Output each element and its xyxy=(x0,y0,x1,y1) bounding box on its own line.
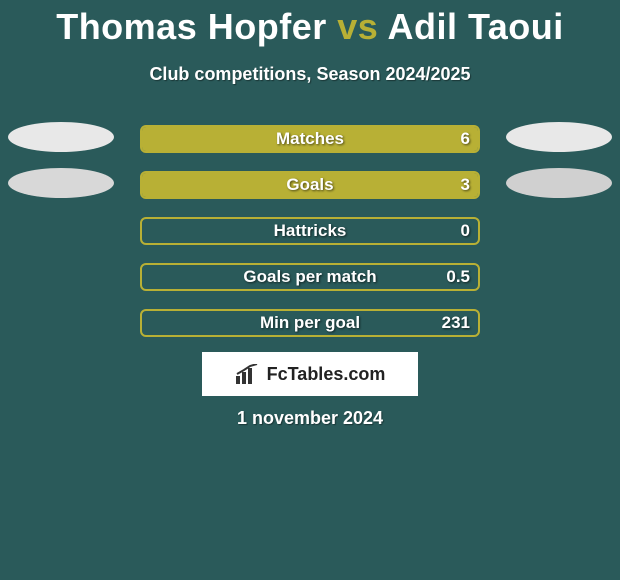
player1-name: Thomas Hopfer xyxy=(56,6,327,47)
comparison-infographic: Thomas Hopfer vs Adil Taoui Club competi… xyxy=(0,0,620,580)
chart-icon xyxy=(235,364,261,384)
page-title: Thomas Hopfer vs Adil Taoui xyxy=(0,0,620,48)
stat-bar xyxy=(140,125,480,153)
player2-name: Adil Taoui xyxy=(387,6,563,47)
subtitle: Club competitions, Season 2024/2025 xyxy=(0,64,620,85)
fctables-logo: FcTables.com xyxy=(202,352,418,396)
stat-row: Hattricks0 xyxy=(0,202,620,248)
stat-bar-fill xyxy=(142,173,478,197)
stat-bar xyxy=(140,217,480,245)
logo-text: FcTables.com xyxy=(267,364,386,385)
stat-row: Goals per match0.5 xyxy=(0,248,620,294)
stat-row: Min per goal231 xyxy=(0,294,620,340)
stat-bar xyxy=(140,309,480,337)
stat-bar xyxy=(140,263,480,291)
stat-row: Matches6 xyxy=(0,110,620,156)
stats-panel: Matches6Goals3Hattricks0Goals per match0… xyxy=(0,110,620,340)
stat-bar-fill xyxy=(142,127,478,151)
date-label: 1 november 2024 xyxy=(0,408,620,429)
vs-label: vs xyxy=(337,6,378,47)
stat-bar xyxy=(140,171,480,199)
player1-oval xyxy=(8,122,114,152)
stat-row: Goals3 xyxy=(0,156,620,202)
player2-oval xyxy=(506,122,612,152)
player1-oval xyxy=(8,168,114,198)
player2-oval xyxy=(506,168,612,198)
